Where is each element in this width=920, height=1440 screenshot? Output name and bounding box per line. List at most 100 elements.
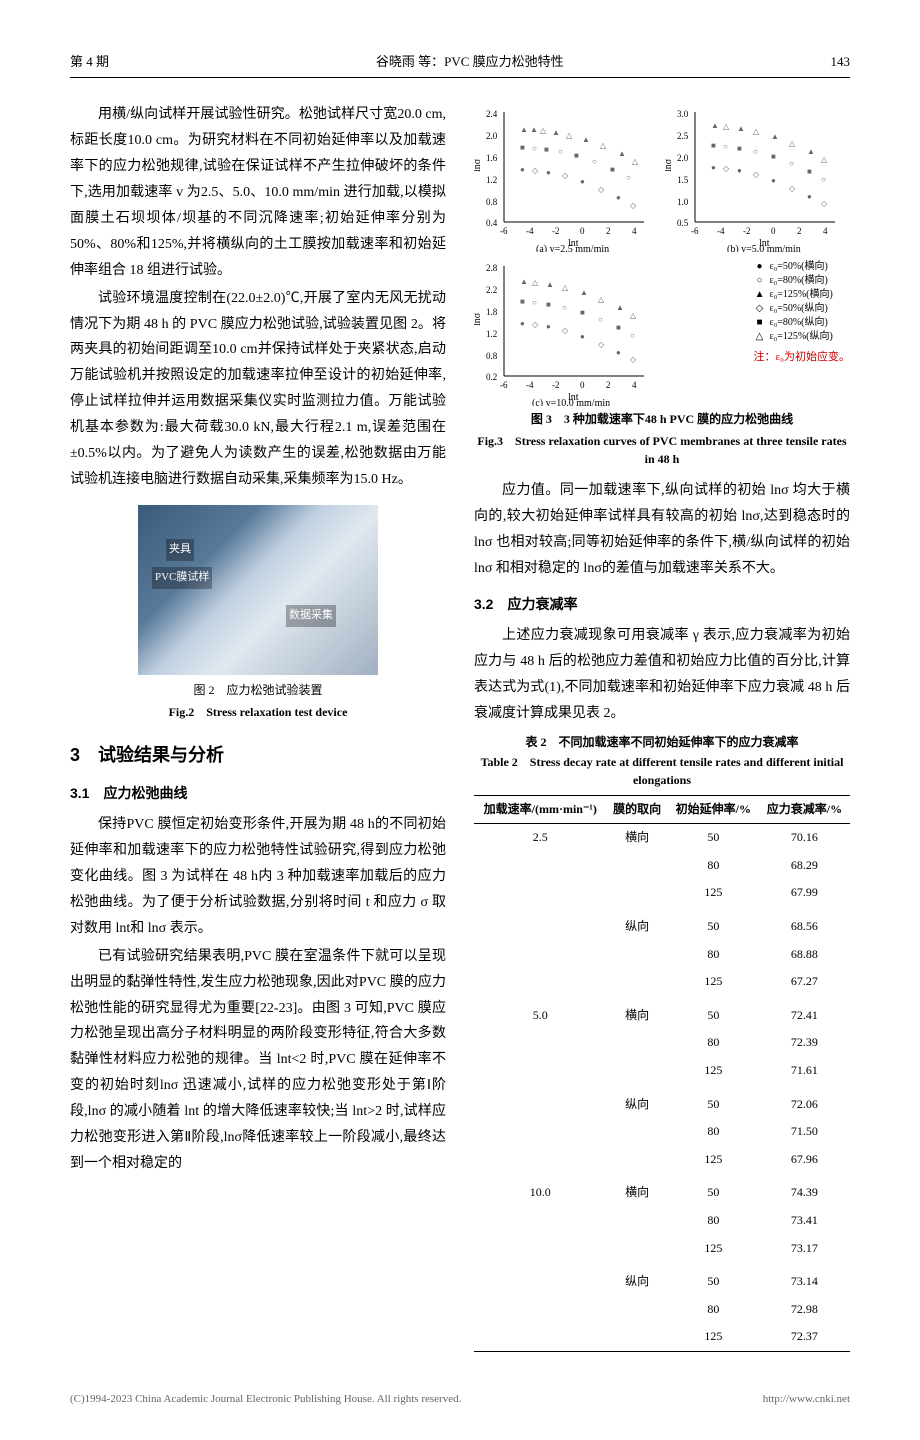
table-cell: 125 bbox=[668, 1057, 759, 1085]
svg-text:○: ○ bbox=[532, 298, 537, 307]
table-cell bbox=[474, 1323, 607, 1351]
svg-text:△: △ bbox=[566, 131, 573, 140]
chart-row-c: 2.8 2.2 1.8 1.2 0.8 0.2 -6 -4 -2 0 2 4 ▲… bbox=[474, 256, 850, 406]
svg-text:△: △ bbox=[562, 283, 569, 292]
table-cell: 2.5 bbox=[474, 824, 607, 852]
svg-text:▲: ▲ bbox=[580, 288, 588, 297]
legend-text: ε₀=80%(横向) bbox=[770, 274, 828, 288]
svg-text:△: △ bbox=[723, 122, 730, 131]
table-cell bbox=[607, 1118, 668, 1146]
table-cell bbox=[474, 852, 607, 880]
table-cell: 72.06 bbox=[759, 1085, 850, 1118]
fig3-caption-en: Fig.3 Stress relaxation curves of PVC me… bbox=[474, 432, 850, 468]
svg-text:■: ■ bbox=[520, 297, 525, 306]
svg-text:2.2: 2.2 bbox=[486, 285, 497, 295]
svg-text:lnσ: lnσ bbox=[665, 159, 674, 173]
svg-text:2.5: 2.5 bbox=[677, 131, 689, 141]
svg-text:△: △ bbox=[630, 311, 637, 320]
svg-text:0: 0 bbox=[580, 380, 585, 390]
table-cell bbox=[474, 1085, 607, 1118]
svg-text:2: 2 bbox=[797, 226, 802, 236]
svg-text:▲: ▲ bbox=[552, 128, 560, 137]
svg-text:■: ■ bbox=[580, 308, 585, 317]
table-cell bbox=[474, 908, 607, 941]
col-header: 膜的取向 bbox=[607, 795, 668, 824]
legend-text: ε₀=50%(横向) bbox=[770, 260, 828, 274]
table-cell: 80 bbox=[668, 1207, 759, 1235]
left-column: 用横/纵向试样开展试验性研究。松弛试样尺寸宽20.0 cm,标距长度10.0 c… bbox=[70, 102, 446, 1352]
para: 已有试验研究结果表明,PVC 膜在室温条件下就可以呈现出明显的黏弹性特性,发生应… bbox=[70, 944, 446, 1177]
fig2-caption-en: Fig.2 Stress relaxation test device bbox=[70, 703, 446, 721]
svg-text:-6: -6 bbox=[500, 226, 508, 236]
svg-text:1.2: 1.2 bbox=[486, 329, 497, 339]
svg-text:◇: ◇ bbox=[821, 199, 828, 208]
photo-label: 夹具 bbox=[166, 539, 194, 561]
table-cell: 67.27 bbox=[759, 968, 850, 996]
legend-marker-icon: △ bbox=[754, 330, 766, 344]
svg-text:0.4: 0.4 bbox=[486, 218, 498, 228]
svg-text:■: ■ bbox=[610, 165, 615, 174]
table-row: 5.0横向5072.41 bbox=[474, 996, 850, 1029]
table-cell: 72.41 bbox=[759, 996, 850, 1029]
svg-text:■: ■ bbox=[771, 152, 776, 161]
svg-text:lnσ: lnσ bbox=[474, 313, 483, 327]
chart-a: 2.4 2.0 1.6 1.2 0.8 0.4 -6 -4 -2 0 2 4 ▲… bbox=[474, 102, 659, 252]
svg-text:3.0: 3.0 bbox=[677, 109, 689, 119]
svg-text:▲: ▲ bbox=[582, 135, 590, 144]
chart-row-ab: 2.4 2.0 1.6 1.2 0.8 0.4 -6 -4 -2 0 2 4 ▲… bbox=[474, 102, 850, 252]
table-cell: 71.50 bbox=[759, 1118, 850, 1146]
subsection-heading: 3.2 应力衰减率 bbox=[474, 592, 850, 617]
table-cell bbox=[474, 1029, 607, 1057]
svg-text:0.5: 0.5 bbox=[677, 218, 689, 228]
svg-text:●: ● bbox=[807, 192, 812, 201]
svg-text:○: ○ bbox=[821, 175, 826, 184]
svg-text:1.0: 1.0 bbox=[677, 197, 689, 207]
table-cell: 10.0 bbox=[474, 1174, 607, 1207]
svg-text:○: ○ bbox=[753, 147, 758, 156]
svg-text:●: ● bbox=[546, 168, 551, 177]
table-cell: 横向 bbox=[607, 996, 668, 1029]
svg-text:■: ■ bbox=[574, 151, 579, 160]
chart-c: 2.8 2.2 1.8 1.2 0.8 0.2 -6 -4 -2 0 2 4 ▲… bbox=[474, 256, 736, 406]
table-cell: 73.14 bbox=[759, 1263, 850, 1296]
svg-text:●: ● bbox=[520, 319, 525, 328]
svg-text:(a) v=2.5 mm/min: (a) v=2.5 mm/min bbox=[536, 244, 609, 252]
table-cell bbox=[607, 852, 668, 880]
table-cell bbox=[607, 1057, 668, 1085]
svg-text:-6: -6 bbox=[691, 226, 699, 236]
copyright: (C)1994-2023 China Academic Journal Elec… bbox=[70, 1390, 461, 1410]
table-row: 10.0横向5074.39 bbox=[474, 1174, 850, 1207]
table-cell: 73.41 bbox=[759, 1207, 850, 1235]
table-cell: 67.99 bbox=[759, 879, 850, 907]
svg-text:■: ■ bbox=[546, 300, 551, 309]
legend-text: ε₀=125%(横向) bbox=[770, 288, 833, 302]
svg-text:1.5: 1.5 bbox=[677, 175, 689, 185]
table-cell bbox=[474, 1118, 607, 1146]
table-cell: 50 bbox=[668, 996, 759, 1029]
para: 保持PVC 膜恒定初始变形条件,开展为期 48 h的不同初始延伸率和加载速率下的… bbox=[70, 812, 446, 941]
svg-text:2.4: 2.4 bbox=[486, 109, 498, 119]
table-cell: 80 bbox=[668, 1296, 759, 1324]
svg-text:△: △ bbox=[532, 278, 539, 287]
svg-text:●: ● bbox=[546, 322, 551, 331]
title-authors: 谷晓雨 等：PVC 膜应力松弛特性 bbox=[376, 50, 564, 73]
table-cell: 50 bbox=[668, 908, 759, 941]
legend-marker-icon: ◇ bbox=[754, 302, 766, 316]
table-cell bbox=[474, 1263, 607, 1296]
svg-text:◇: ◇ bbox=[598, 185, 605, 194]
legend-marker-icon: ■ bbox=[754, 316, 766, 330]
svg-text:○: ○ bbox=[562, 303, 567, 312]
table-cell: 72.37 bbox=[759, 1323, 850, 1351]
table-row: 8073.41 bbox=[474, 1207, 850, 1235]
svg-text:-4: -4 bbox=[717, 226, 725, 236]
svg-text:-2: -2 bbox=[552, 380, 560, 390]
svg-text:◇: ◇ bbox=[723, 164, 730, 173]
col-header: 应力衰减率/% bbox=[759, 795, 850, 824]
table-cell: 50 bbox=[668, 1263, 759, 1296]
table-cell: 50 bbox=[668, 824, 759, 852]
svg-text:2.8: 2.8 bbox=[486, 263, 498, 273]
para: 上述应力衰减现象可用衰减率 γ 表示,应力衰减率为初始应力与 48 h 后的松弛… bbox=[474, 623, 850, 727]
figure2-photo: 夹具 PVC膜试样 数据采集 bbox=[138, 505, 378, 675]
table-cell: 横向 bbox=[607, 1174, 668, 1207]
legend-note: 注：ε₀为初始应变。 bbox=[754, 350, 850, 365]
